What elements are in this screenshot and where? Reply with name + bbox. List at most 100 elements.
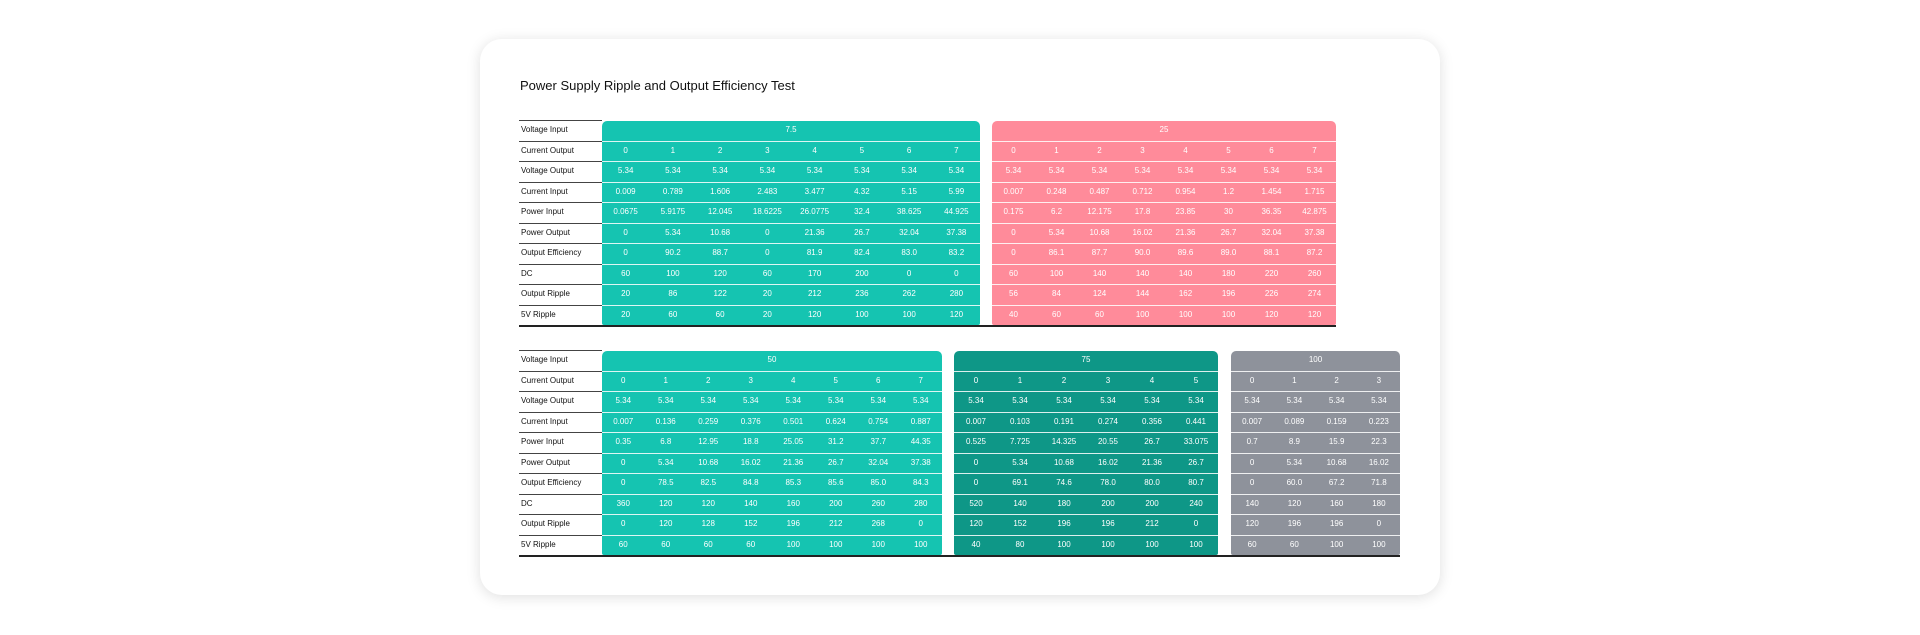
cell: 0	[621, 519, 626, 528]
cell: 0	[765, 248, 770, 257]
row-sep	[1231, 473, 1400, 474]
cell: 5.34	[657, 396, 674, 405]
row-sep	[602, 391, 942, 392]
cell: 37.7	[870, 437, 887, 446]
cell: 82.4	[854, 248, 870, 257]
cell: 16.02	[1368, 457, 1389, 467]
cell: 20	[621, 309, 631, 319]
row-sep	[992, 284, 1336, 285]
row-sep	[954, 493, 1218, 495]
cell: 86	[668, 289, 678, 298]
cell: 1	[663, 375, 668, 385]
cell: 26.0775	[800, 207, 830, 216]
row-sep	[602, 263, 980, 265]
cell: 0.009	[615, 186, 636, 196]
row-sep	[602, 411, 942, 413]
cell: 5.34	[968, 396, 984, 405]
cell: 2	[717, 145, 723, 155]
cell: 0.103	[1009, 416, 1031, 426]
cell: 5.34	[870, 396, 887, 405]
cell: 5.34	[827, 396, 844, 405]
cell: 120	[1287, 498, 1302, 508]
cell: 128	[701, 519, 715, 528]
cell: 5.34	[1091, 166, 1108, 175]
row-sep	[602, 161, 980, 162]
cell: 520	[969, 498, 983, 508]
cell: 0.007	[1003, 186, 1024, 196]
cell: 1.2	[1222, 186, 1235, 196]
rule	[519, 452, 602, 454]
cell: 32.4	[854, 207, 870, 216]
row-label: Current Output	[521, 145, 574, 155]
row-sep	[602, 284, 980, 285]
cell: 12.045	[707, 207, 733, 216]
rule	[519, 284, 602, 285]
cell: 60	[661, 539, 671, 549]
cell: 6	[1269, 145, 1274, 155]
cell: 4	[812, 145, 817, 155]
cell: 1	[1292, 375, 1297, 385]
cell: 7	[954, 145, 959, 155]
cell: 0.624	[825, 416, 846, 426]
cell: 60	[1095, 309, 1104, 319]
cell: 6	[876, 375, 881, 385]
row-sep	[1231, 493, 1400, 495]
cell: 60	[1009, 268, 1018, 278]
cell: 0	[1011, 145, 1016, 155]
row-label: Power Input	[521, 437, 564, 446]
row-sep	[602, 493, 942, 495]
cell: 268	[871, 519, 885, 528]
cell: 10.68	[1053, 457, 1075, 467]
cell: 5.34	[1371, 396, 1387, 405]
rule	[519, 473, 602, 474]
cell: 78.5	[657, 478, 674, 487]
rule	[519, 202, 602, 203]
row-label: Voltage Output	[521, 396, 574, 405]
cell: 4.32	[854, 186, 870, 196]
bottom-rule	[519, 555, 1400, 557]
row-sep	[602, 452, 942, 454]
cell: 60	[715, 309, 725, 319]
row-sep	[954, 432, 1218, 433]
cell: 0	[1193, 519, 1199, 528]
cell: 86.1	[1048, 248, 1065, 257]
cell: 152	[744, 519, 758, 528]
cell: 5.34	[1048, 166, 1065, 175]
cell: 21.36	[783, 457, 804, 467]
cell: 5.34	[1328, 396, 1345, 405]
row-sep	[1231, 411, 1400, 413]
row-label: Power Output	[521, 227, 570, 237]
cell: 0	[918, 519, 923, 528]
row-label: Voltage Input	[521, 355, 568, 364]
cell: 84	[1052, 289, 1061, 298]
cell: 100	[1221, 309, 1236, 319]
cell: 6.8	[660, 437, 672, 446]
cell: 37.38	[910, 457, 931, 467]
cell: 26.7	[1144, 437, 1160, 446]
rule	[519, 493, 602, 495]
cell: 81.9	[806, 248, 823, 257]
cell: 100	[1049, 268, 1064, 278]
row-label: Output Efficiency	[521, 478, 582, 487]
cell: 220	[1264, 268, 1279, 278]
rule	[519, 391, 602, 392]
cell: 12.175	[1087, 207, 1112, 216]
row-sep	[954, 411, 1218, 413]
cell: 0.525	[965, 437, 987, 446]
row-sep	[602, 473, 942, 474]
cell: 0.248	[1046, 186, 1067, 196]
cell: 170	[807, 268, 822, 278]
group-header: 7.5	[785, 125, 797, 134]
cell: 1.454	[1261, 186, 1282, 196]
cell: 83.2	[948, 248, 965, 257]
cell: 0.441	[1185, 416, 1207, 426]
cell: 82.5	[700, 478, 717, 487]
rule	[519, 534, 602, 536]
cell: 140	[1135, 268, 1150, 278]
cell: 140	[1245, 498, 1259, 508]
cell: 5.34	[854, 166, 870, 175]
cell: 90.2	[665, 248, 681, 257]
cell: 60	[703, 539, 713, 549]
cell: 23.85	[1175, 207, 1196, 216]
cell: 12.95	[698, 437, 719, 446]
